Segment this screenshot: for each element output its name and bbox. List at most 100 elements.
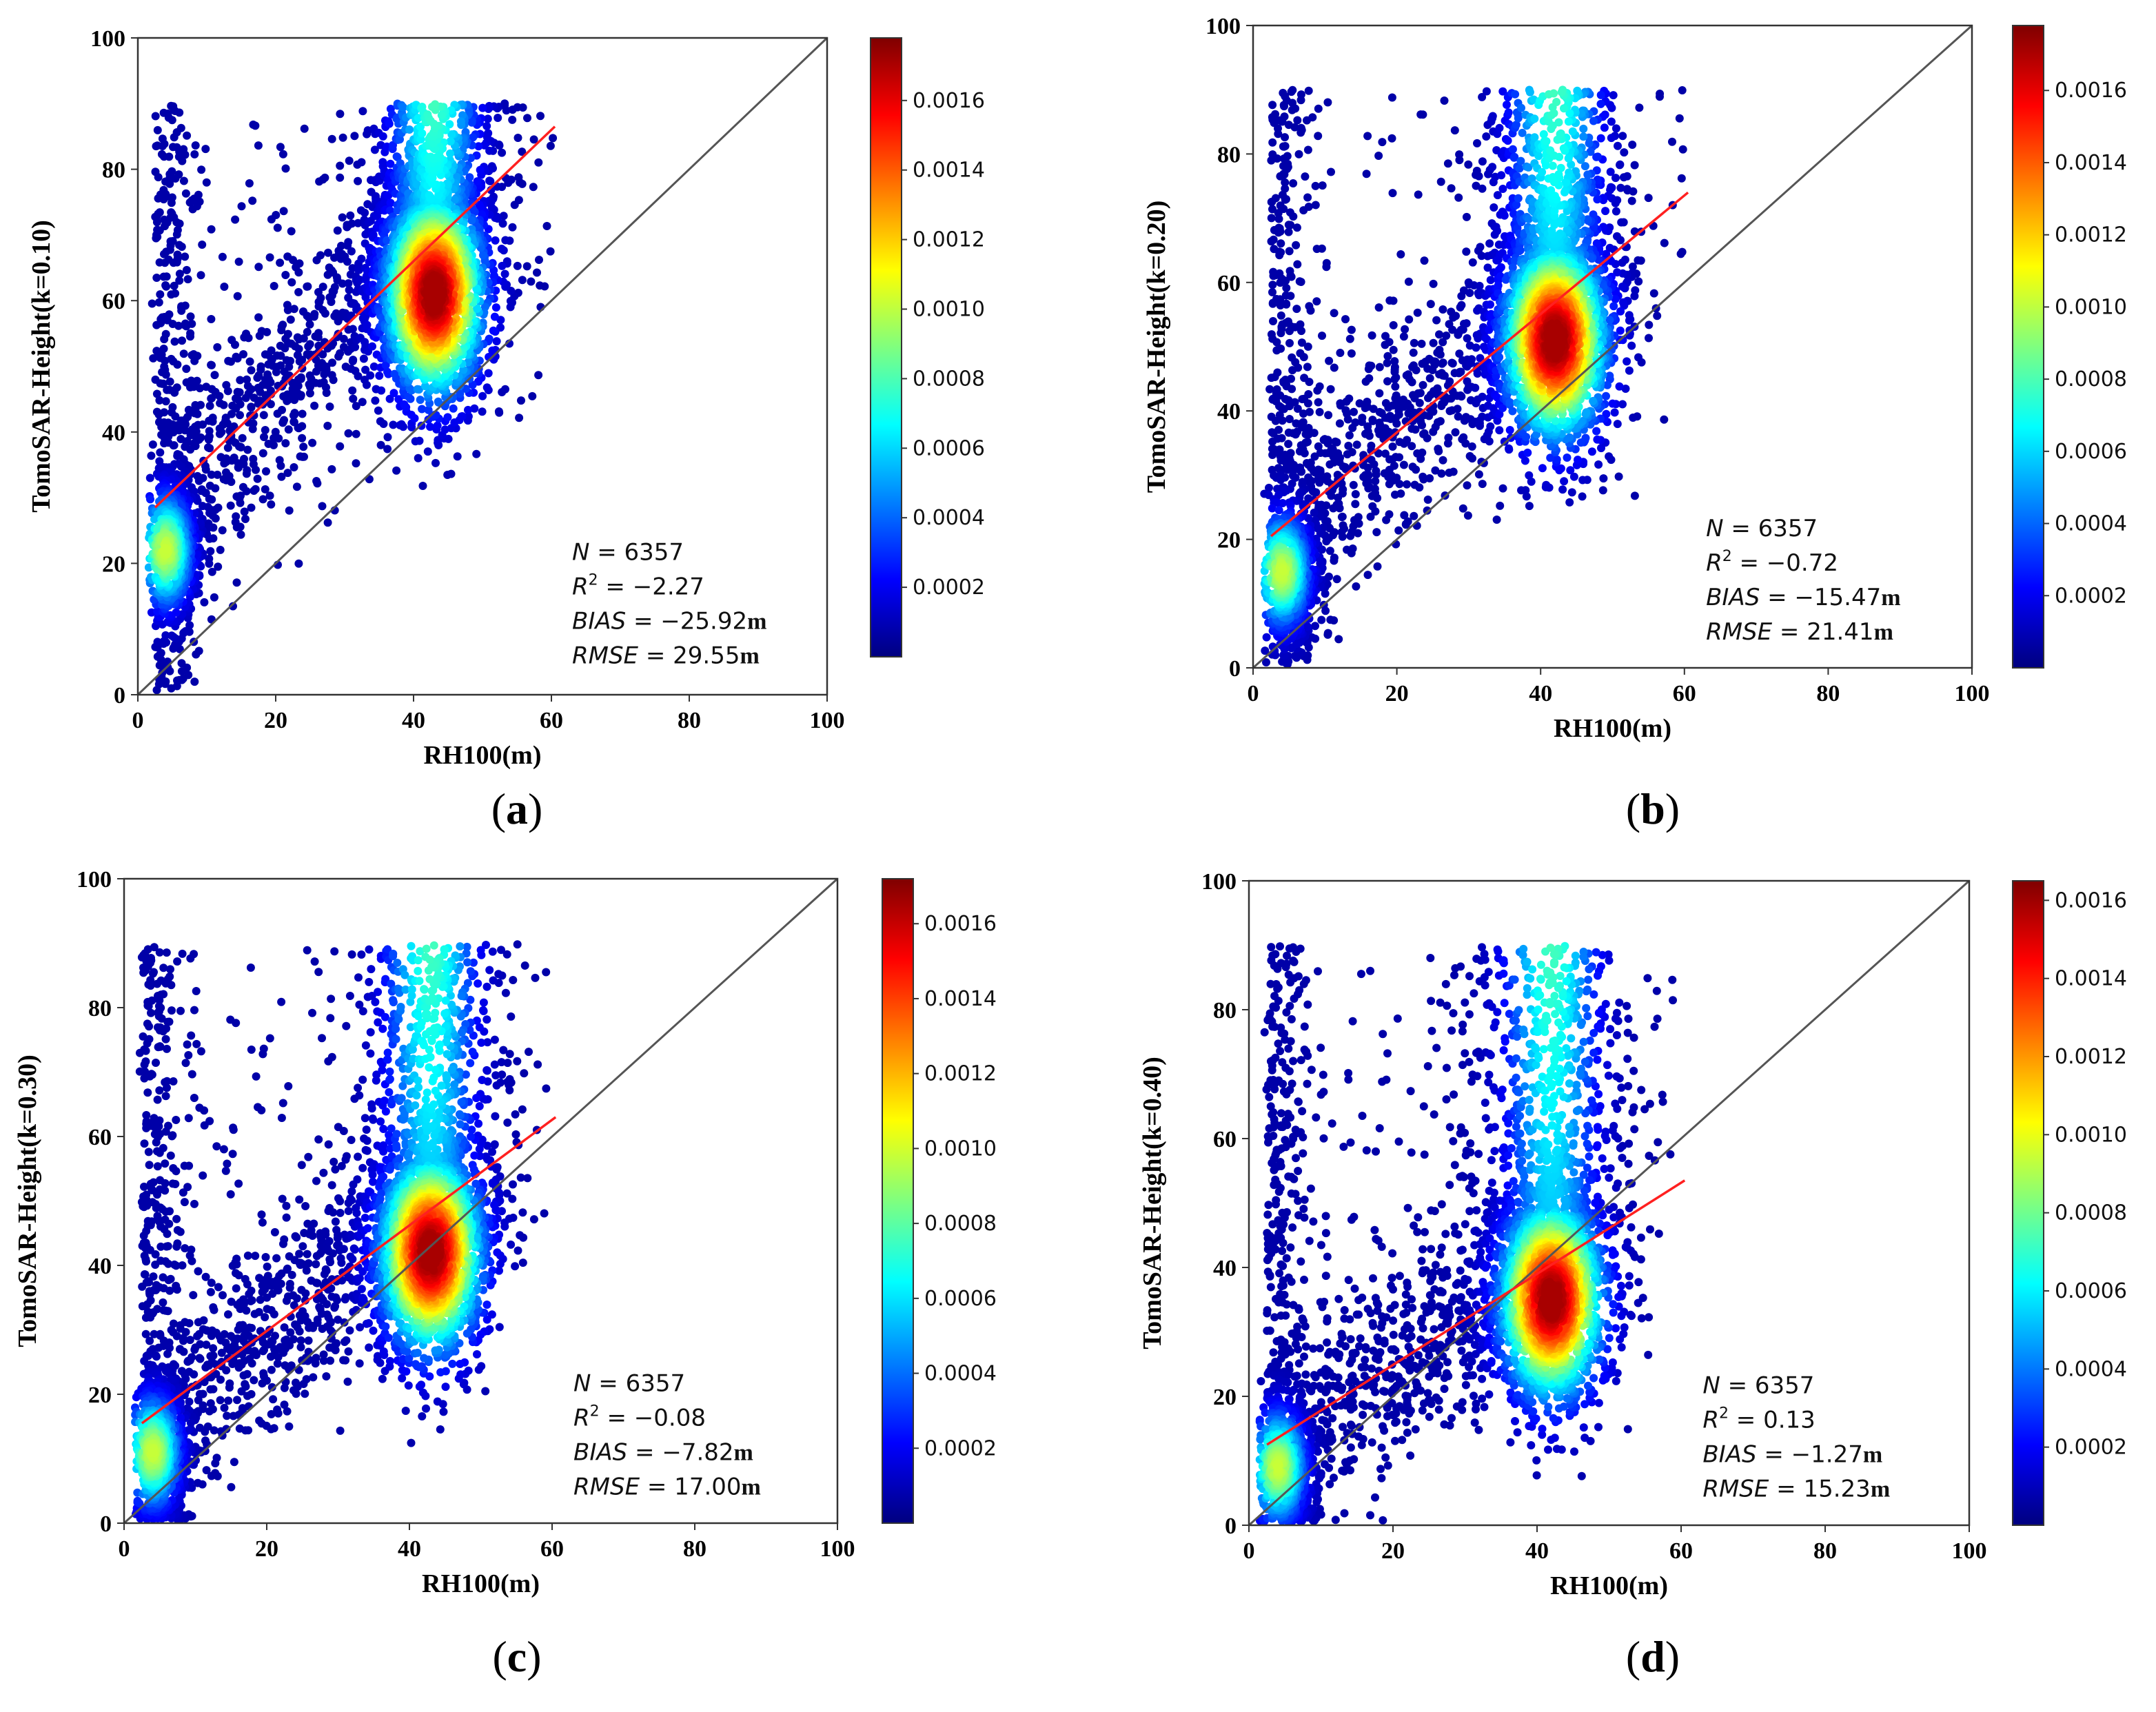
data-point xyxy=(233,354,242,363)
data-point xyxy=(351,343,360,351)
data-point xyxy=(281,164,290,173)
data-point xyxy=(305,340,314,349)
data-point xyxy=(1281,133,1289,142)
data-point xyxy=(1292,223,1301,232)
data-point xyxy=(1270,119,1279,128)
data-point xyxy=(1454,193,1463,202)
data-point xyxy=(1365,374,1374,383)
data-point xyxy=(1443,159,1452,168)
data-point xyxy=(1401,325,1410,334)
data-point xyxy=(236,376,245,385)
data-point xyxy=(1399,460,1408,469)
data-point xyxy=(1325,460,1334,469)
data-point xyxy=(1268,101,1277,110)
data-point xyxy=(152,142,161,151)
data-point xyxy=(261,485,270,493)
data-point xyxy=(267,346,276,355)
data-point xyxy=(205,481,214,490)
data-point xyxy=(1288,105,1296,114)
data-point xyxy=(1391,382,1400,391)
data-point xyxy=(363,320,372,329)
data-point xyxy=(498,148,507,157)
data-point xyxy=(1352,582,1361,591)
data-point xyxy=(546,247,555,256)
colorbar-tick-label: 0.0012 xyxy=(913,228,985,252)
x-tick-label: 40 xyxy=(402,708,425,733)
data-point xyxy=(1653,312,1662,320)
data-point xyxy=(314,341,323,350)
data-point xyxy=(1467,442,1476,451)
data-point xyxy=(176,435,185,443)
data-point xyxy=(1289,179,1298,187)
data-point xyxy=(1299,353,1308,362)
data-point xyxy=(1349,480,1358,489)
data-point xyxy=(236,530,245,539)
data-point xyxy=(1296,278,1305,286)
data-point xyxy=(160,249,168,258)
data-point xyxy=(1362,170,1371,179)
data-point xyxy=(1463,511,1472,520)
data-point xyxy=(357,254,366,263)
data-point xyxy=(501,236,510,245)
data-point xyxy=(219,475,228,484)
data-point xyxy=(436,295,445,304)
data-point xyxy=(298,409,307,418)
data-point xyxy=(1442,332,1451,340)
data-point xyxy=(1334,635,1343,644)
data-point xyxy=(377,386,386,395)
data-point xyxy=(196,271,205,280)
x-axis-label: RH100(m) xyxy=(424,741,542,770)
data-point xyxy=(1339,521,1348,530)
data-point xyxy=(349,356,358,365)
data-point xyxy=(478,103,487,112)
data-point xyxy=(167,290,176,299)
data-point xyxy=(186,312,195,321)
data-point xyxy=(1315,407,1324,416)
data-point xyxy=(1276,301,1285,309)
data-point xyxy=(170,337,179,346)
colorbar: 0.00020.00040.00060.00080.00100.00120.00… xyxy=(870,37,985,658)
x-tick-label: 0 xyxy=(132,708,144,733)
data-point xyxy=(1394,526,1403,535)
data-point xyxy=(283,469,292,478)
stat-rmse: RMSE = 29.55m xyxy=(572,642,760,670)
data-point xyxy=(163,385,172,394)
data-point xyxy=(245,357,254,366)
data-point xyxy=(1366,512,1375,521)
data-point xyxy=(424,281,432,290)
data-point xyxy=(1285,247,1294,256)
data-point xyxy=(279,207,288,216)
data-point xyxy=(359,354,368,363)
data-point xyxy=(232,492,241,501)
data-point xyxy=(1292,241,1301,249)
data-point xyxy=(1677,174,1686,183)
data-point xyxy=(1336,401,1345,410)
data-point xyxy=(250,411,258,420)
data-point xyxy=(170,281,179,290)
data-point xyxy=(1269,235,1278,244)
data-point xyxy=(251,121,260,130)
data-point xyxy=(299,334,308,343)
data-point xyxy=(1396,489,1405,498)
data-point xyxy=(183,131,192,140)
data-point xyxy=(1395,480,1404,489)
data-point xyxy=(1284,428,1293,437)
data-point xyxy=(1630,491,1639,500)
data-point xyxy=(1389,320,1398,329)
data-point xyxy=(159,108,168,117)
data-point xyxy=(1444,434,1453,442)
data-point xyxy=(431,458,440,467)
data-point xyxy=(347,247,356,256)
data-point xyxy=(223,443,232,452)
data-point xyxy=(223,387,232,396)
data-point xyxy=(182,322,191,331)
data-point xyxy=(276,361,285,370)
data-point xyxy=(1330,363,1339,372)
data-point xyxy=(1387,134,1396,143)
data-point xyxy=(1294,150,1303,159)
data-point xyxy=(152,389,161,398)
data-point xyxy=(1464,160,1473,169)
data-point xyxy=(407,410,416,419)
data-point xyxy=(172,218,181,227)
data-point xyxy=(158,142,167,150)
